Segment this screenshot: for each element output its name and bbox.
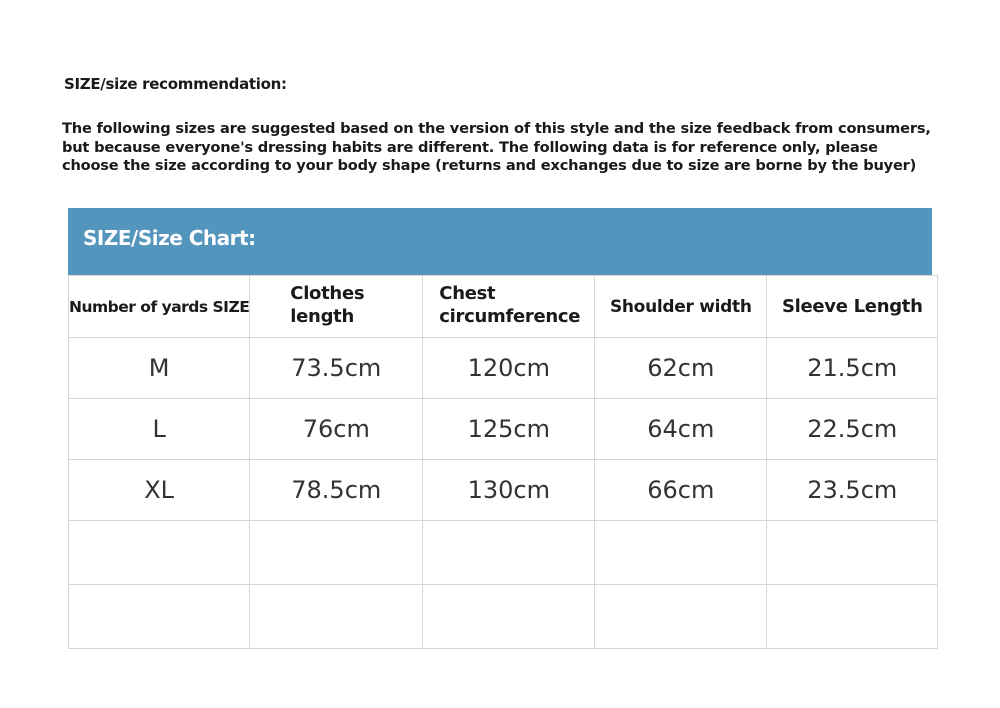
page-title: SIZE/size recommendation: xyxy=(64,75,287,93)
column-header-size: Number of yards SIZE xyxy=(67,275,251,338)
clothes-length-cell: 73.5cm xyxy=(249,337,424,399)
empty-cell xyxy=(766,520,939,585)
empty-row xyxy=(67,584,939,649)
empty-cell xyxy=(249,520,424,585)
column-header-chest: Chest circumference xyxy=(422,275,596,338)
table-row: M 73.5cm 120cm 62cm 21.5cm xyxy=(67,337,939,399)
clothes-length-cell: 76cm xyxy=(249,398,424,460)
column-header-shoulder: Shoulder width xyxy=(594,275,768,338)
empty-cell xyxy=(422,584,596,649)
size-chart-header: SIZE/Size Chart: xyxy=(68,208,932,275)
intro-line: but because everyone's dressing habits a… xyxy=(62,138,878,156)
column-header-sleeve: Sleeve Length xyxy=(766,275,939,338)
empty-cell xyxy=(594,584,768,649)
table-header-row: Number of yards SIZE Clothes length Ches… xyxy=(67,275,939,338)
column-header-clothes-length: Clothes length xyxy=(249,275,424,338)
empty-cell xyxy=(249,584,424,649)
empty-cell xyxy=(766,584,939,649)
empty-cell xyxy=(422,520,596,585)
size-table: Number of yards SIZE Clothes length Ches… xyxy=(67,275,939,649)
empty-cell xyxy=(67,520,251,585)
size-cell: XL xyxy=(67,459,251,521)
sleeve-cell: 23.5cm xyxy=(766,459,939,521)
clothes-length-cell: 78.5cm xyxy=(249,459,424,521)
table-row: XL 78.5cm 130cm 66cm 23.5cm xyxy=(67,459,939,521)
shoulder-cell: 64cm xyxy=(594,398,768,460)
empty-cell xyxy=(67,584,251,649)
table-row: L 76cm 125cm 64cm 22.5cm xyxy=(67,398,939,460)
intro-line: choose the size according to your body s… xyxy=(62,157,917,174)
chest-cell: 125cm xyxy=(422,398,596,460)
shoulder-cell: 66cm xyxy=(594,459,768,521)
size-chart-title: SIZE/Size Chart: xyxy=(83,226,256,250)
empty-row xyxy=(67,520,939,585)
chest-cell: 130cm xyxy=(422,459,596,521)
size-cell: M xyxy=(67,337,251,399)
size-cell: L xyxy=(67,398,251,460)
sleeve-cell: 21.5cm xyxy=(766,337,939,399)
empty-cell xyxy=(594,520,768,585)
chest-cell: 120cm xyxy=(422,337,596,399)
shoulder-cell: 62cm xyxy=(594,337,768,399)
intro-line: The following sizes are suggested based … xyxy=(62,120,931,137)
sleeve-cell: 22.5cm xyxy=(766,398,939,460)
intro-text: The following sizes are suggested based … xyxy=(62,120,962,176)
